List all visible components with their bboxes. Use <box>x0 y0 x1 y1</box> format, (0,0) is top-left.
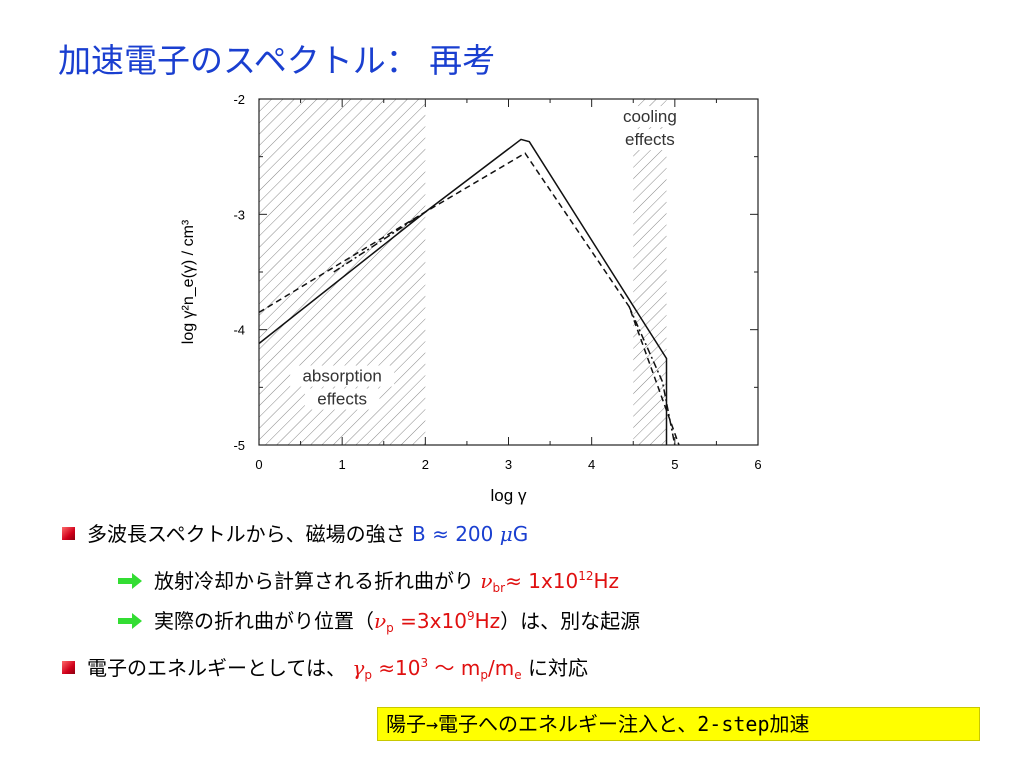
y-tick-label: -3 <box>233 207 245 222</box>
region-label: effects <box>317 390 367 409</box>
slide-title: 加速電子のスペクトル： 再考 <box>58 41 496 80</box>
series-dashdot-3 <box>628 306 676 446</box>
series-dashdot-2 <box>333 211 426 273</box>
x-tick-label: 5 <box>671 457 678 472</box>
region-label-bg <box>612 106 688 128</box>
field-value: B ≈ 200 μG <box>411 522 529 546</box>
bullet-text-after: ）は、別な起源 <box>500 609 641 633</box>
region-label: absorption <box>302 367 381 386</box>
y-tick-label: -4 <box>233 323 245 338</box>
region-label-bg <box>612 129 688 151</box>
highlight-text: 陽子→電子へのエネルギー注入と、2-step加速 <box>386 712 810 736</box>
x-tick-label: 2 <box>422 457 429 472</box>
break-frequency: νbr≈ 1x1012Hz <box>480 569 620 595</box>
region-label-bg <box>304 388 380 410</box>
highlight-box: 陽子→電子へのエネルギー注入と、2-step加速 <box>377 707 980 741</box>
lorentz-factor: γp ≈103 〜 mp/me <box>352 656 522 682</box>
sub-bullet-actual-break: 実際の折れ曲がり位置（νp =3x109Hz）は、別な起源 <box>118 605 640 635</box>
x-tick-label: 4 <box>588 457 595 472</box>
y-tick-label: -2 <box>233 92 245 107</box>
y-axis-label: log γ²n_e(γ) / cm³ <box>180 219 197 344</box>
red-square-bullet-icon <box>62 661 75 674</box>
region-label: cooling <box>623 107 677 126</box>
x-tick-label: 0 <box>255 457 262 472</box>
green-arrow-icon <box>118 612 142 629</box>
spectrum-chart: absorption effects cooling effects 0 1 2 3 4 5 6 -… <box>180 92 762 505</box>
bullet-text: 多波長スペクトルから、磁場の強さ <box>87 522 406 546</box>
x-tick-label: 6 <box>754 457 761 472</box>
shaded-region-0 <box>259 99 426 445</box>
bullet-text: 実際の折れ曲がり位置（ <box>154 609 374 633</box>
peak-frequency: νp =3x109Hz <box>374 609 501 635</box>
x-axis-label: log γ <box>491 486 527 505</box>
x-tick-label: 3 <box>505 457 512 472</box>
bullet-electron-energy: 電子のエネルギーとしては、 γp ≈103 〜 mp/me に対応 <box>62 652 588 682</box>
x-tick-label: 1 <box>339 457 346 472</box>
bullet-text: 放射冷却から計算される折れ曲がり <box>154 569 474 593</box>
y-tick-label: -5 <box>233 438 245 453</box>
bullet-text-after: に対応 <box>527 656 588 680</box>
red-square-bullet-icon <box>62 527 75 540</box>
bullet-magnetic-field: 多波長スペクトルから、磁場の強さ B ≈ 200 μG <box>62 518 528 547</box>
region-label: effects <box>625 130 675 149</box>
series-dashed-1 <box>258 152 680 446</box>
bullet-text: 電子のエネルギーとしては、 <box>87 656 346 680</box>
region-label-bg <box>290 365 395 387</box>
green-arrow-icon <box>118 572 142 589</box>
sub-bullet-cooling-break: 放射冷却から計算される折れ曲がり νbr≈ 1x1012Hz <box>118 565 619 595</box>
series-solid-0 <box>258 138 668 445</box>
shaded-region-1 <box>633 99 667 445</box>
